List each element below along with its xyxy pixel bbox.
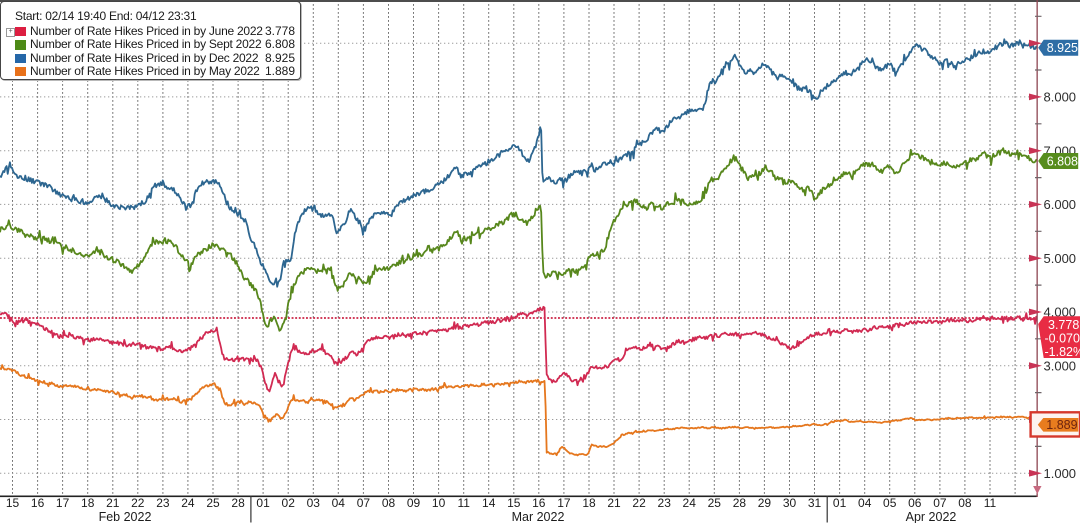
- svg-text:25: 25: [708, 496, 722, 510]
- svg-text:02: 02: [282, 496, 296, 510]
- svg-text:04: 04: [858, 496, 872, 510]
- svg-text:6.808: 6.808: [1047, 154, 1078, 168]
- svg-text:1.889: 1.889: [1046, 418, 1077, 432]
- svg-text:01: 01: [256, 496, 270, 510]
- svg-text:08: 08: [958, 496, 972, 510]
- svg-text:4.000: 4.000: [1044, 305, 1077, 320]
- svg-text:09: 09: [407, 496, 421, 510]
- svg-text:28: 28: [733, 496, 747, 510]
- svg-text:6.000: 6.000: [1044, 197, 1077, 212]
- svg-text:Feb 2022: Feb 2022: [99, 510, 152, 523]
- svg-text:04: 04: [332, 496, 346, 510]
- svg-text:8.925: 8.925: [1047, 41, 1078, 55]
- svg-text:15: 15: [6, 496, 20, 510]
- svg-text:5.000: 5.000: [1044, 251, 1077, 266]
- svg-text:17: 17: [56, 496, 70, 510]
- svg-text:16: 16: [31, 496, 45, 510]
- svg-text:05: 05: [883, 496, 897, 510]
- svg-text:23: 23: [658, 496, 672, 510]
- svg-text:29: 29: [758, 496, 772, 510]
- svg-text:Mar 2022: Mar 2022: [512, 510, 565, 523]
- svg-text:31: 31: [808, 496, 822, 510]
- svg-text:23: 23: [156, 496, 170, 510]
- svg-text:-0.070: -0.070: [1045, 332, 1080, 346]
- svg-text:21: 21: [106, 496, 120, 510]
- svg-text:08: 08: [382, 496, 396, 510]
- svg-text:3.778: 3.778: [1048, 318, 1079, 332]
- svg-text:03: 03: [307, 496, 321, 510]
- svg-text:1.000: 1.000: [1044, 466, 1077, 481]
- svg-text:10: 10: [432, 496, 446, 510]
- svg-text:06: 06: [908, 496, 922, 510]
- svg-text:11: 11: [984, 496, 997, 510]
- svg-text:18: 18: [582, 496, 596, 510]
- svg-text:07: 07: [357, 496, 371, 510]
- svg-text:24: 24: [683, 496, 697, 510]
- svg-text:Apr 2022: Apr 2022: [906, 510, 957, 523]
- svg-text:-1.82%: -1.82%: [1045, 345, 1080, 359]
- svg-text:21: 21: [607, 496, 621, 510]
- svg-text:24: 24: [181, 496, 195, 510]
- svg-text:07: 07: [933, 496, 947, 510]
- svg-text:01: 01: [833, 496, 847, 510]
- svg-text:22: 22: [131, 496, 145, 510]
- svg-text:28: 28: [231, 496, 245, 510]
- svg-text:15: 15: [507, 496, 521, 510]
- svg-text:8.000: 8.000: [1044, 90, 1077, 105]
- svg-text:11: 11: [457, 496, 470, 510]
- svg-text:18: 18: [81, 496, 95, 510]
- svg-text:17: 17: [557, 496, 571, 510]
- svg-text:16: 16: [532, 496, 546, 510]
- svg-text:25: 25: [206, 496, 220, 510]
- svg-text:3.000: 3.000: [1044, 358, 1077, 373]
- svg-text:22: 22: [632, 496, 646, 510]
- svg-text:14: 14: [482, 496, 496, 510]
- svg-text:30: 30: [783, 496, 797, 510]
